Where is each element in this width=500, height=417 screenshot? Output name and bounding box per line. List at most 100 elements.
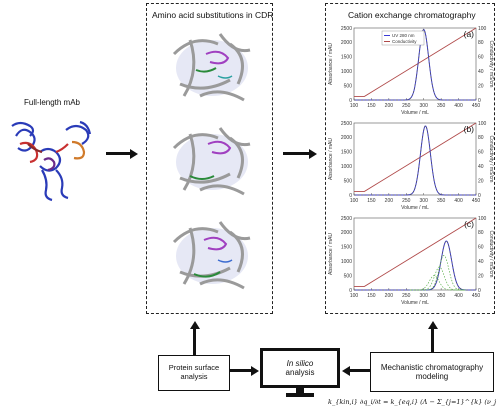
y2-tick-label: 40 — [478, 259, 484, 265]
cdr-structure-1 — [160, 24, 262, 109]
cex-box — [325, 3, 495, 314]
y2-tick-label: 0 — [478, 193, 481, 199]
y2-tick-label: 40 — [478, 69, 484, 75]
y-tick-label: 0 — [349, 193, 352, 199]
y2-tick-label: 20 — [478, 83, 484, 89]
y2-tick-label: 80 — [478, 230, 484, 236]
panel-letter: (a) — [464, 29, 475, 39]
y-tick-label: 0 — [349, 288, 352, 294]
x-tick-label: 400 — [454, 198, 463, 204]
mab-label: Full-length mAb — [23, 98, 81, 107]
panel-letter: (c) — [464, 219, 474, 229]
legend-uv-label: UV 280 nm — [392, 33, 415, 38]
sma-equation: k_{kin,i} ∂q_i/∂t = k_{eq,i} (Λ − Σ_{j=1… — [328, 398, 498, 406]
y-tick-label: 1000 — [341, 259, 352, 265]
y2-tick-label: 20 — [478, 178, 484, 184]
insilico-rest-label: analysis — [285, 368, 315, 377]
x-tick-label: 400 — [454, 103, 463, 109]
y-tick-label: 2000 — [341, 230, 352, 236]
arrow-head-cdr-to-cex — [309, 148, 317, 159]
y-tick-label: 2000 — [341, 40, 352, 46]
x-axis-label: Volume / mL — [401, 300, 429, 306]
x-tick-label: 150 — [367, 103, 376, 109]
cdr-structure-3 — [160, 212, 262, 297]
arrow-head-surface-to-cdr — [189, 321, 200, 329]
y-tick-label: 2500 — [341, 216, 352, 222]
arrow-head-mab-to-cdr — [130, 148, 138, 159]
x-tick-label: 300 — [420, 293, 429, 299]
y2-tick-label: 100 — [478, 216, 487, 222]
y-tick-label: 500 — [344, 273, 353, 279]
y2-axis-label: Conductivity / mS/cm — [488, 41, 494, 88]
y2-tick-label: 40 — [478, 164, 484, 170]
conductivity-line — [354, 217, 477, 287]
chart-panel-a: 100 150 200 250 300 350 400 4500500100015002000… — [328, 26, 494, 116]
x-axis-label: Volume / mL — [401, 110, 429, 116]
x-tick-label: 150 — [367, 198, 376, 204]
chart-panel-b: 100 150 200 250 300 350 400 4500500100015002000… — [328, 121, 494, 211]
protein-surface-analysis-box: Protein surface analysis — [158, 355, 230, 391]
model-fit-trace — [354, 28, 476, 101]
y-tick-label: 1000 — [341, 164, 352, 170]
y-axis-label: Absorbance / mAU — [328, 43, 334, 85]
x-tick-label: 450 — [472, 293, 481, 299]
conductivity-line — [354, 122, 477, 192]
y2-axis-label: Conductivity / mS/cm — [488, 231, 494, 278]
x-tick-label: 300 — [420, 103, 429, 109]
cdr-box-title: Amino acid substitutions in CDR — [152, 10, 274, 20]
y2-tick-label: 80 — [478, 135, 484, 141]
y-tick-label: 1500 — [341, 245, 352, 251]
legend-conductivity-label: Conductivity — [392, 39, 417, 44]
cdr-structure-2 — [160, 118, 262, 203]
y2-axis-label: Conductivity / mS/cm — [488, 136, 494, 183]
arrow-surface-to-cdr — [193, 328, 196, 355]
y-axis-label: Absorbance / mAU — [328, 233, 334, 275]
y2-tick-label: 60 — [478, 245, 484, 251]
y-tick-label: 0 — [349, 98, 352, 104]
y2-tick-label: 60 — [478, 55, 484, 61]
x-tick-label: 250 — [402, 198, 411, 204]
x-tick-label: 350 — [437, 103, 446, 109]
x-axis-label: Volume / mL — [401, 205, 429, 211]
mab-structure — [6, 108, 98, 203]
y2-tick-label: 100 — [478, 26, 487, 32]
x-tick-label: 400 — [454, 293, 463, 299]
x-tick-label: 200 — [385, 293, 394, 299]
y-tick-label: 2000 — [341, 135, 352, 141]
y-tick-label: 500 — [344, 178, 353, 184]
monitor-screen: In silico analysis — [260, 348, 340, 388]
x-tick-label: 150 — [367, 293, 376, 299]
arrow-head-mechanistic-to-cex — [427, 321, 438, 329]
y2-tick-label: 80 — [478, 40, 484, 46]
x-tick-label: 250 — [402, 293, 411, 299]
x-tick-label: 200 — [385, 103, 394, 109]
x-tick-label: 300 — [420, 198, 429, 204]
arrow-head-mechanistic-to-insilico — [342, 365, 350, 376]
y-tick-label: 1000 — [341, 69, 352, 75]
y-tick-label: 2500 — [341, 121, 352, 127]
x-tick-label: 450 — [472, 198, 481, 204]
y-tick-label: 1500 — [341, 55, 352, 61]
y2-tick-label: 60 — [478, 150, 484, 156]
x-tick-label: 100 — [350, 198, 359, 204]
panel-letter: (b) — [464, 124, 475, 134]
model-fit-trace — [354, 240, 476, 291]
cex-box-title: Cation exchange chromatography — [348, 10, 476, 20]
x-tick-label: 100 — [350, 103, 359, 109]
arrow-surface-to-insilico — [230, 369, 252, 372]
x-tick-label: 100 — [350, 293, 359, 299]
monitor-stand — [296, 388, 304, 393]
chart-panel-c: 100 150 200 250 300 350 400 4500500100015002000… — [328, 216, 494, 306]
model-fit-trace — [354, 125, 476, 196]
arrow-head-surface-to-insilico — [251, 365, 259, 376]
cdr-box — [146, 3, 273, 314]
conductivity-line — [354, 27, 477, 97]
y2-tick-label: 20 — [478, 273, 484, 279]
monitor-base — [286, 393, 314, 397]
legend-box — [381, 30, 425, 46]
x-tick-label: 450 — [472, 103, 481, 109]
y2-tick-label: 0 — [478, 288, 481, 294]
y2-tick-label: 100 — [478, 121, 487, 127]
x-tick-label: 350 — [437, 293, 446, 299]
x-tick-label: 200 — [385, 198, 394, 204]
